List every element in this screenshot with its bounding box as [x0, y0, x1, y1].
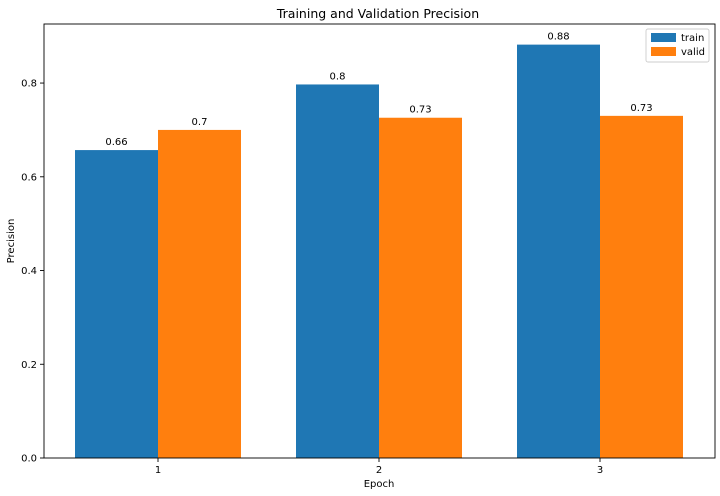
y-tick-label: 0.6 [21, 172, 37, 183]
legend-label-valid: valid [681, 47, 705, 58]
data-labels-group: 0.66 0.7 0.8 0.73 0.88 0.73 [105, 32, 652, 148]
y-tick-label: 0.2 [21, 360, 37, 371]
bar-train-epoch-2 [296, 84, 379, 458]
y-tick-label: 0.4 [21, 266, 37, 277]
bar-valid-epoch-2 [379, 117, 462, 458]
x-axis-label: Epoch [364, 479, 395, 490]
y-axis-label: Precision [6, 219, 17, 264]
legend-swatch-train [651, 33, 676, 42]
x-tick-label: 1 [155, 465, 161, 476]
plot-frame [43, 23, 716, 459]
bars-group [75, 44, 683, 459]
y-axis-ticks: 0.0 0.2 0.4 0.6 0.8 [21, 79, 44, 465]
chart-title: Training and Validation Precision [276, 6, 479, 21]
bar-train-epoch-1 [75, 150, 158, 458]
data-label-train-epoch-3: 0.88 [547, 32, 569, 43]
x-tick-label: 3 [597, 465, 603, 476]
x-axis-ticks: 1 2 3 [155, 458, 603, 476]
legend-swatch-valid [651, 47, 676, 56]
data-label-valid-epoch-2: 0.73 [409, 105, 431, 116]
data-label-train-epoch-1: 0.66 [105, 137, 127, 148]
data-label-valid-epoch-3: 0.73 [630, 103, 652, 114]
data-label-train-epoch-2: 0.8 [330, 71, 346, 82]
x-tick-label: 2 [376, 465, 382, 476]
legend-label-train: train [681, 33, 704, 44]
y-tick-label: 0.8 [21, 79, 37, 90]
bar-valid-epoch-1 [158, 129, 241, 458]
legend: train valid [645, 28, 710, 63]
bar-train-epoch-3 [517, 44, 600, 458]
bar-valid-epoch-3 [600, 115, 683, 459]
y-tick-label: 0.0 [21, 454, 37, 465]
data-label-valid-epoch-1: 0.7 [192, 117, 208, 128]
